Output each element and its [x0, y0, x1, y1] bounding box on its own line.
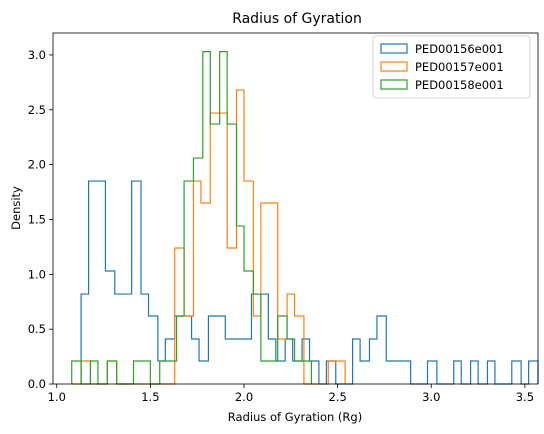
plot-frame [52, 32, 539, 385]
x-tick-label: 3.0 [422, 390, 440, 404]
legend-swatch [380, 79, 408, 90]
y-tick-label: 0.5 [28, 322, 46, 336]
histogram-step-line [80, 180, 539, 385]
legend: PED00156e001 PED00157e001 PED00158e001 [372, 35, 531, 99]
x-tick-label: 2.5 [328, 390, 346, 404]
x-axis-label: Radius of Gyration (Rg) [228, 410, 362, 424]
legend-swatch [380, 61, 408, 72]
legend-swatch [380, 43, 408, 54]
y-tick-label: 2.0 [28, 158, 46, 172]
y-tick-label: 1.0 [28, 267, 46, 281]
y-axis-ticks: 0.0 0.5 1.0 1.5 2.0 2.5 3.0 [28, 48, 53, 391]
y-tick-label: 3.0 [28, 48, 46, 62]
y-tick-label: 2.5 [28, 103, 46, 117]
y-axis-label: Density [9, 186, 23, 230]
histogram-series-group [71, 51, 539, 385]
chart-title: Radius of Gyration [232, 11, 362, 27]
x-tick-label: 3.5 [516, 390, 534, 404]
histogram-series-3 [71, 51, 313, 385]
y-tick-label: 0.0 [28, 377, 46, 391]
x-tick-label: 1.0 [48, 390, 66, 404]
x-tick-label: 1.5 [141, 390, 159, 404]
histogram-step-line [71, 51, 313, 385]
legend-label: PED00157e001 [415, 60, 504, 74]
y-tick-label: 1.5 [28, 212, 46, 226]
x-tick-label: 2.0 [235, 390, 253, 404]
legend-label: PED00158e001 [415, 78, 504, 92]
histogram-series-1 [80, 180, 539, 385]
legend-label: PED00156e001 [415, 42, 504, 56]
legend-frame [372, 35, 531, 99]
x-axis-ticks: 1.0 1.5 2.0 2.5 3.0 3.5 [48, 384, 534, 404]
